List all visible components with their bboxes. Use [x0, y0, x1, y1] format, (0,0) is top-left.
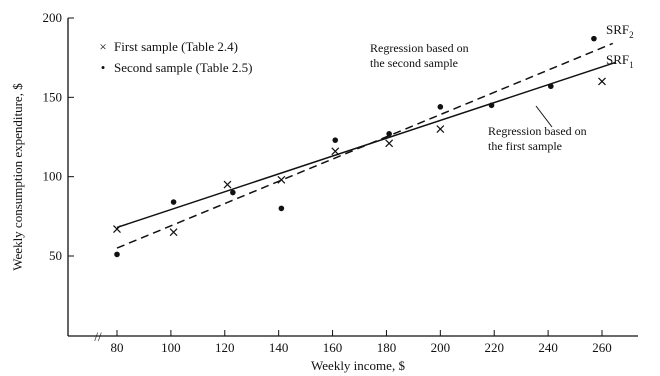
point-second-sample-8: [548, 83, 554, 90]
x-tick-label-240: 240: [538, 340, 558, 355]
point-first-sample-1: [169, 228, 178, 237]
point-first-sample-3-stroke-b: [277, 175, 286, 184]
point-first-sample-4-stroke-b: [331, 147, 340, 156]
x-tick-label-200: 200: [431, 340, 451, 355]
point-second-sample-5: [386, 131, 392, 137]
point-first-sample-2-stroke-b: [223, 180, 232, 189]
legend: × First sample (Table 2.4) • Second samp…: [99, 39, 252, 75]
legend-label-second-sample: Second sample (Table 2.5): [114, 60, 252, 75]
x-tick-label-160: 160: [323, 340, 343, 355]
axis-break-mark: //: [94, 329, 102, 344]
x-tick-label-140: 140: [269, 340, 289, 355]
srf2-label: SRF2: [606, 22, 634, 40]
srf1-label-main: SRF: [606, 52, 629, 67]
annotation-second-sample: Regression based on the second sample: [370, 41, 469, 70]
regression-lines: [116, 42, 616, 249]
point-first-sample-4: [331, 147, 340, 156]
legend-label-first-sample: First sample (Table 2.4): [114, 39, 238, 54]
point-second-sample-1: [170, 199, 177, 205]
point-first-sample-7: [598, 77, 606, 86]
srf2-label-main: SRF: [606, 22, 629, 37]
point-first-sample-7-stroke-b: [598, 77, 606, 86]
legend-marker-second-sample: •: [101, 60, 106, 75]
x-tick-group: 80 100 120 140 160 180 200 220 240 260: [111, 330, 612, 355]
point-first-sample-0-stroke-b: [113, 225, 121, 233]
annotation-first-sample-line2: the first sample: [488, 139, 562, 153]
y-tick-label-100: 100: [43, 169, 63, 184]
srf2-label-sub: 2: [629, 30, 634, 40]
point-second-sample-6: [437, 104, 444, 110]
srf1-label-sub: 1: [629, 60, 634, 70]
x-tick-label-180: 180: [377, 340, 397, 355]
y-tick-label-50: 50: [49, 248, 62, 263]
point-first-sample-6: [436, 125, 445, 133]
point-second-sample-9: [591, 35, 597, 42]
point-first-sample-5: [385, 139, 394, 148]
x-tick-label-100: 100: [161, 340, 181, 355]
point-first-sample-3: [277, 175, 286, 184]
annotation-second-sample-line2: the second sample: [370, 56, 458, 70]
point-second-sample-0: [114, 251, 120, 258]
x-tick-label-260: 260: [592, 340, 612, 355]
point-first-sample-6-stroke-b: [436, 125, 445, 133]
annotation-first-sample: Regression based on the first sample: [488, 105, 587, 153]
x-tick-label-120: 120: [215, 340, 235, 355]
point-first-sample-0: [113, 225, 121, 233]
point-second-sample-2: [230, 189, 236, 196]
y-tick-label-150: 150: [43, 89, 63, 104]
point-first-sample-5-stroke-b: [385, 139, 394, 148]
annotation-second-sample-line1: Regression based on: [370, 41, 469, 55]
regression-line-srf2: [116, 42, 614, 249]
y-tick-group: 50 100 150 200: [43, 10, 74, 263]
y-axis-label: Weekly consumption expenditure, $: [10, 83, 25, 271]
x-axis-label: Weekly income, $: [311, 358, 405, 373]
x-tick-label-80: 80: [111, 340, 124, 355]
point-second-sample-3: [278, 205, 285, 212]
point-first-sample-1-stroke-b: [169, 228, 178, 237]
legend-marker-first-sample: ×: [99, 39, 106, 54]
point-second-sample-4: [332, 137, 339, 143]
annotation-first-sample-pointer: [535, 105, 553, 128]
point-first-sample-2: [223, 180, 232, 189]
data-points: [113, 35, 606, 258]
annotation-first-sample-line1: Regression based on: [488, 124, 587, 138]
x-tick-label-220: 220: [484, 340, 504, 355]
regression-line-srf1: [116, 61, 616, 229]
y-tick-label-200: 200: [43, 10, 63, 25]
point-second-sample-7: [488, 102, 495, 109]
srf1-label: SRF1: [606, 52, 634, 70]
